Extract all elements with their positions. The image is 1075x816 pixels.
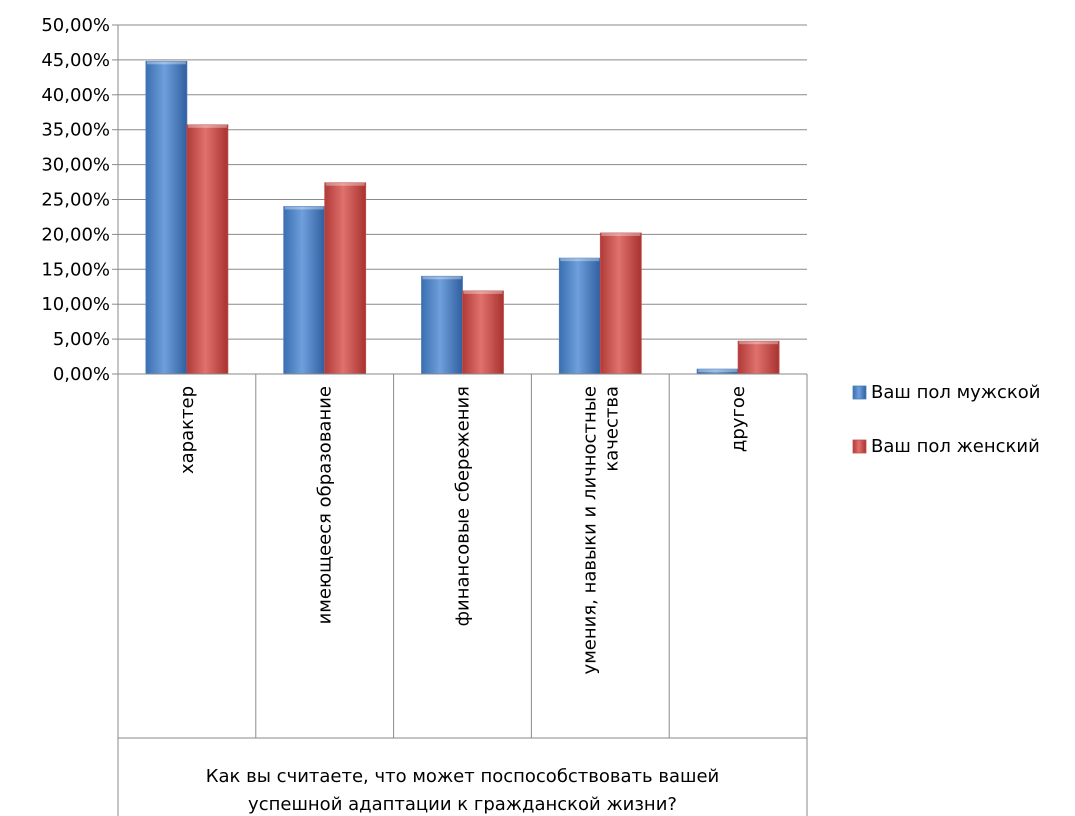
bars bbox=[145, 60, 780, 375]
category-label: имеющееся образование bbox=[315, 386, 336, 624]
y-tick-label: 45,00% bbox=[41, 50, 110, 71]
bar-female bbox=[599, 232, 642, 375]
category-label: другое bbox=[728, 386, 749, 452]
x-axis-title: успешной адаптации к гражданской жизни? bbox=[248, 794, 677, 815]
category-label: характер bbox=[177, 386, 198, 474]
bar bbox=[421, 275, 463, 375]
y-tick-label: 25,00% bbox=[41, 190, 110, 211]
legend-item: Ваш пол женский bbox=[852, 436, 1040, 457]
y-tick-label: 30,00% bbox=[41, 155, 110, 176]
bar-male bbox=[421, 275, 463, 375]
bar bbox=[145, 60, 188, 375]
bar-female bbox=[186, 124, 229, 375]
y-tick-label: 20,00% bbox=[41, 224, 110, 245]
bar bbox=[696, 368, 739, 375]
bar bbox=[599, 232, 642, 375]
y-tick-label: 35,00% bbox=[41, 120, 110, 141]
y-tick-label: 40,00% bbox=[41, 85, 110, 106]
bar-male bbox=[283, 206, 326, 375]
bar-female bbox=[737, 340, 780, 375]
bar-highlight bbox=[739, 341, 779, 345]
bar-male bbox=[145, 60, 188, 375]
y-tick-label: 0,00% bbox=[53, 364, 110, 385]
bar-highlight bbox=[463, 290, 503, 294]
category-label: качества bbox=[601, 386, 622, 472]
legend-item: Ваш пол мужской bbox=[852, 382, 1041, 403]
y-tick-label: 10,00% bbox=[41, 294, 110, 315]
bar-highlight bbox=[601, 233, 641, 237]
legend-swatch bbox=[852, 385, 867, 400]
y-tick-label: 5,00% bbox=[53, 329, 110, 350]
bar-highlight bbox=[325, 182, 365, 186]
axes bbox=[112, 24, 808, 816]
bar bbox=[462, 290, 504, 375]
bar bbox=[324, 182, 367, 375]
bar bbox=[737, 340, 780, 375]
labels: 0,00% 5,00% 10,00% 15,00% 20,00% 25,00% 30,00%… bbox=[41, 15, 749, 815]
bar-female bbox=[462, 290, 504, 375]
bar-highlight bbox=[422, 276, 462, 280]
bar bbox=[186, 124, 229, 375]
legend-label: Ваш пол женский bbox=[871, 436, 1040, 457]
bar-highlight bbox=[698, 369, 738, 373]
bar-highlight bbox=[146, 61, 186, 65]
bar-highlight bbox=[560, 258, 600, 262]
bar-highlight bbox=[284, 206, 324, 210]
category-label: умения, навыки и личностные bbox=[579, 386, 600, 674]
legend: Ваш пол мужской Ваш пол женский bbox=[852, 382, 1041, 457]
legend-swatch bbox=[852, 439, 867, 454]
bar-female bbox=[324, 182, 367, 375]
y-tick-label: 50,00% bbox=[41, 15, 110, 36]
bar bbox=[283, 206, 326, 375]
gridlines bbox=[118, 24, 807, 375]
bar-highlight bbox=[187, 124, 227, 128]
y-tick-label: 15,00% bbox=[41, 259, 110, 280]
legend-label: Ваш пол мужской bbox=[871, 382, 1041, 403]
bar-male bbox=[558, 257, 601, 375]
bar bbox=[558, 257, 601, 375]
x-axis-title: Как вы считаете, что может поспособствов… bbox=[206, 766, 720, 787]
category-label: финансовые сбережения bbox=[453, 386, 474, 626]
